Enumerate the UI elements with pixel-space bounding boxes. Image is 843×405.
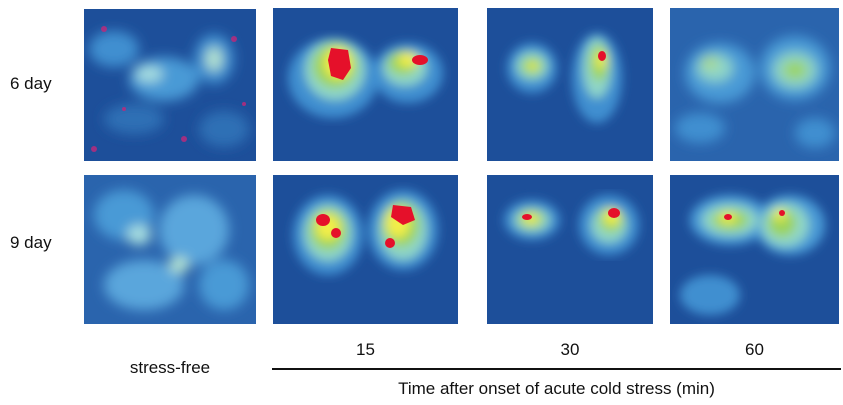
heatmap-6day-stressfree xyxy=(84,9,256,161)
heatmap-6day-15min xyxy=(273,8,458,161)
time-axis-line xyxy=(272,368,841,370)
heatmap-6day-60min xyxy=(670,8,839,161)
time-axis-title: Time after onset of acute cold stress (m… xyxy=(398,379,715,398)
col-label-30: 30 xyxy=(560,340,580,359)
heatmap-9day-stressfree xyxy=(84,175,256,324)
heatmap-9day-60min xyxy=(670,175,839,324)
heatmap-9day-15min xyxy=(273,175,458,324)
row-label-9-day: 9 day xyxy=(10,233,52,252)
col-label-15: 15 xyxy=(356,340,375,359)
col-label-stress-free: stress-free xyxy=(129,358,211,377)
row-label-6-day: 6 day xyxy=(10,74,52,93)
heatmap-6day-30min xyxy=(487,8,653,161)
col-label-60: 60 xyxy=(745,340,764,359)
heatmap-9day-30min xyxy=(487,175,653,324)
